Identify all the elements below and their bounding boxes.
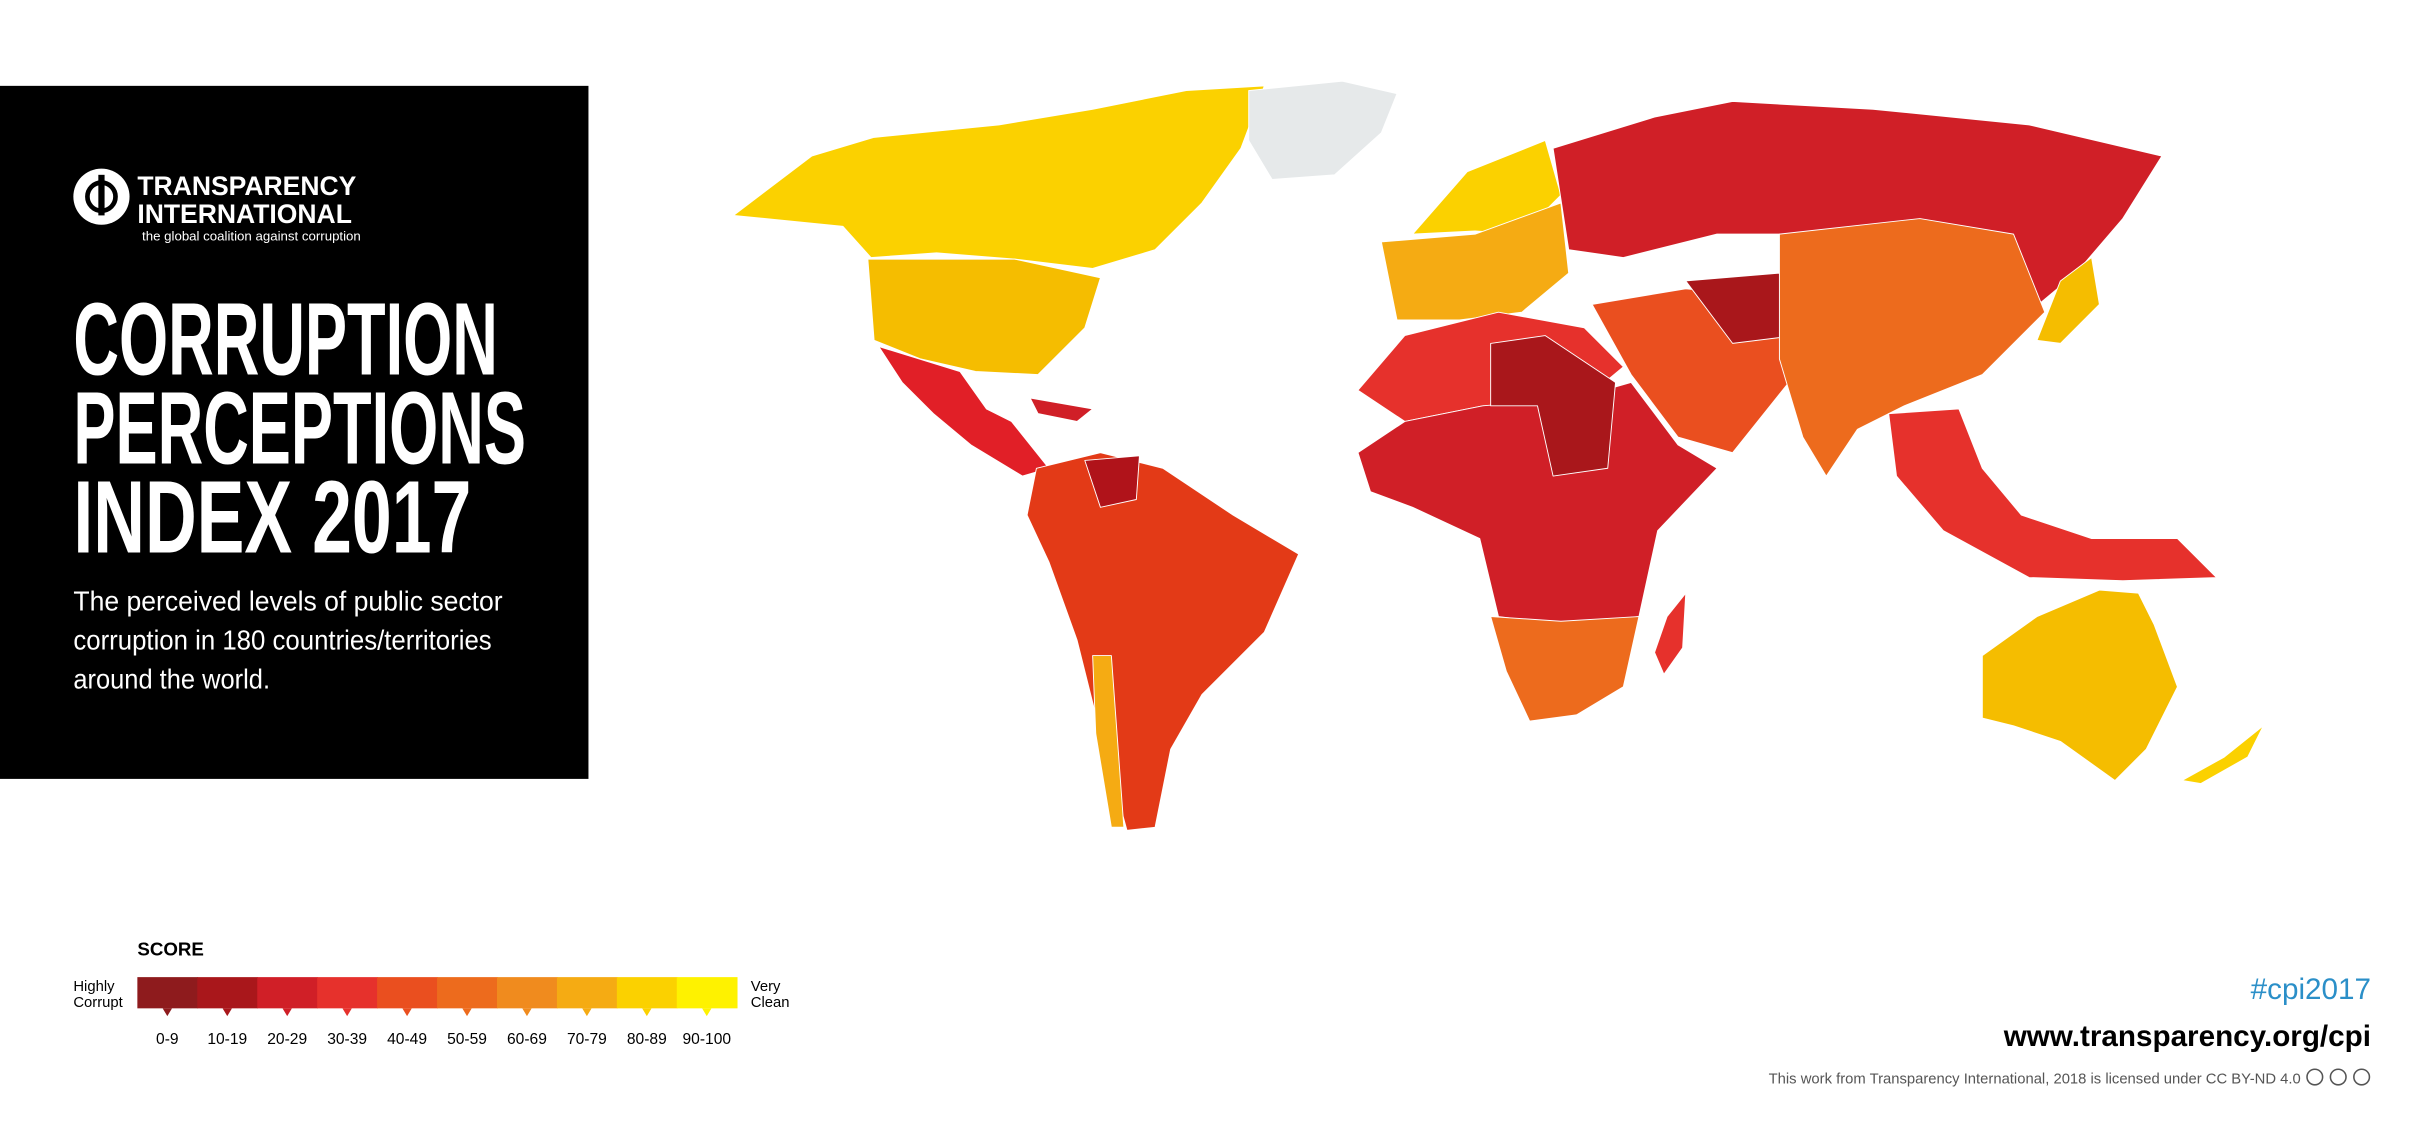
- legend-label: 40-49: [387, 1031, 427, 1048]
- legend-swatch: [137, 977, 199, 1009]
- legend-label: 20-29: [267, 1031, 307, 1048]
- legend-label: 80-89: [627, 1031, 667, 1048]
- title-line: PERCEPTIONS: [73, 371, 526, 486]
- legend-pointer: [462, 1008, 472, 1017]
- license: This work from Transparency Internationa…: [1769, 1071, 2301, 1087]
- logo-tagline: the global coalition against corruption: [142, 228, 361, 243]
- region-central-africa: [1490, 335, 1616, 477]
- legend-label: 10-19: [207, 1031, 247, 1048]
- region-china-india: [1778, 218, 2046, 477]
- region-southeast-asia: [1888, 408, 2217, 582]
- region-venezuela: [1084, 455, 1140, 508]
- by-icon: [2329, 1068, 2347, 1086]
- legend-label: 90-100: [682, 1031, 731, 1048]
- legend-swatch: [676, 977, 738, 1009]
- legend-swatch: [377, 977, 438, 1009]
- legend-pointer: [522, 1008, 532, 1017]
- subtitle-line: around the world.: [73, 663, 270, 694]
- title-line: CORRUPTION: [73, 282, 498, 397]
- legend-swatch: [616, 977, 678, 1009]
- subtitle-line: The perceived levels of public sector: [73, 585, 502, 616]
- legend-pointer: [342, 1008, 352, 1017]
- legend-pointer: [402, 1008, 412, 1017]
- legend-swatch: [437, 977, 498, 1009]
- logo-line: INTERNATIONAL: [137, 199, 352, 229]
- logo-line: TRANSPARENCY: [137, 171, 356, 201]
- subtitle-line: corruption in 180 countries/territories: [73, 624, 491, 655]
- region-new-zealand: [2181, 725, 2264, 785]
- legend-pointer: [222, 1008, 232, 1017]
- legend-swatch: [257, 977, 318, 1009]
- region-europe: [1380, 202, 1570, 321]
- region-chile-uruguay: [1092, 655, 1125, 828]
- legend-swatch: [317, 977, 378, 1009]
- legend-label: 0-9: [156, 1031, 179, 1048]
- legend-swatch: [197, 977, 259, 1009]
- legend-low-label: Corrupt: [73, 995, 122, 1011]
- legend-high-label: Very: [751, 979, 781, 995]
- legend-swatch: [556, 977, 618, 1009]
- hashtag: #cpi2017: [2251, 973, 2371, 1006]
- region-madagascar: [1654, 592, 1687, 675]
- region-japan: [2036, 257, 2100, 344]
- region-caribbean: [1029, 397, 1094, 422]
- legend-low-label: Highly: [73, 979, 115, 995]
- legend-swatch: [496, 977, 558, 1009]
- world-map: [733, 80, 2264, 831]
- url: www.transparency.org/cpi: [2003, 1020, 2371, 1053]
- nd-icon: [2353, 1068, 2371, 1086]
- legend-pointer: [162, 1008, 173, 1017]
- legend-high-label: Clean: [751, 995, 790, 1011]
- region-australia: [1981, 589, 2178, 781]
- region-greenland: [1248, 80, 1398, 180]
- title-line: INDEX 2017: [73, 460, 471, 575]
- legend-label: 70-79: [567, 1031, 607, 1048]
- legend-title: SCORE: [137, 938, 204, 959]
- legend-pointer: [702, 1008, 712, 1017]
- region-canada: [733, 85, 1265, 269]
- legend-pointer: [582, 1008, 592, 1017]
- region-usa: [867, 258, 1101, 376]
- legend-pointer: [282, 1008, 292, 1017]
- region-south-america: [1026, 452, 1300, 831]
- cc-icon: [2306, 1068, 2324, 1086]
- legend-label: 30-39: [327, 1031, 367, 1048]
- region-southern-africa: [1490, 616, 1640, 722]
- legend-pointer: [642, 1008, 652, 1017]
- logo-icon-figure: [98, 174, 105, 216]
- legend-label: 50-59: [447, 1031, 487, 1048]
- legend-label: 60-69: [507, 1031, 547, 1048]
- legend: 0-9 10-19 20-29 30-39 40-49 50-59 60-69 70-79 80…: [137, 977, 738, 1048]
